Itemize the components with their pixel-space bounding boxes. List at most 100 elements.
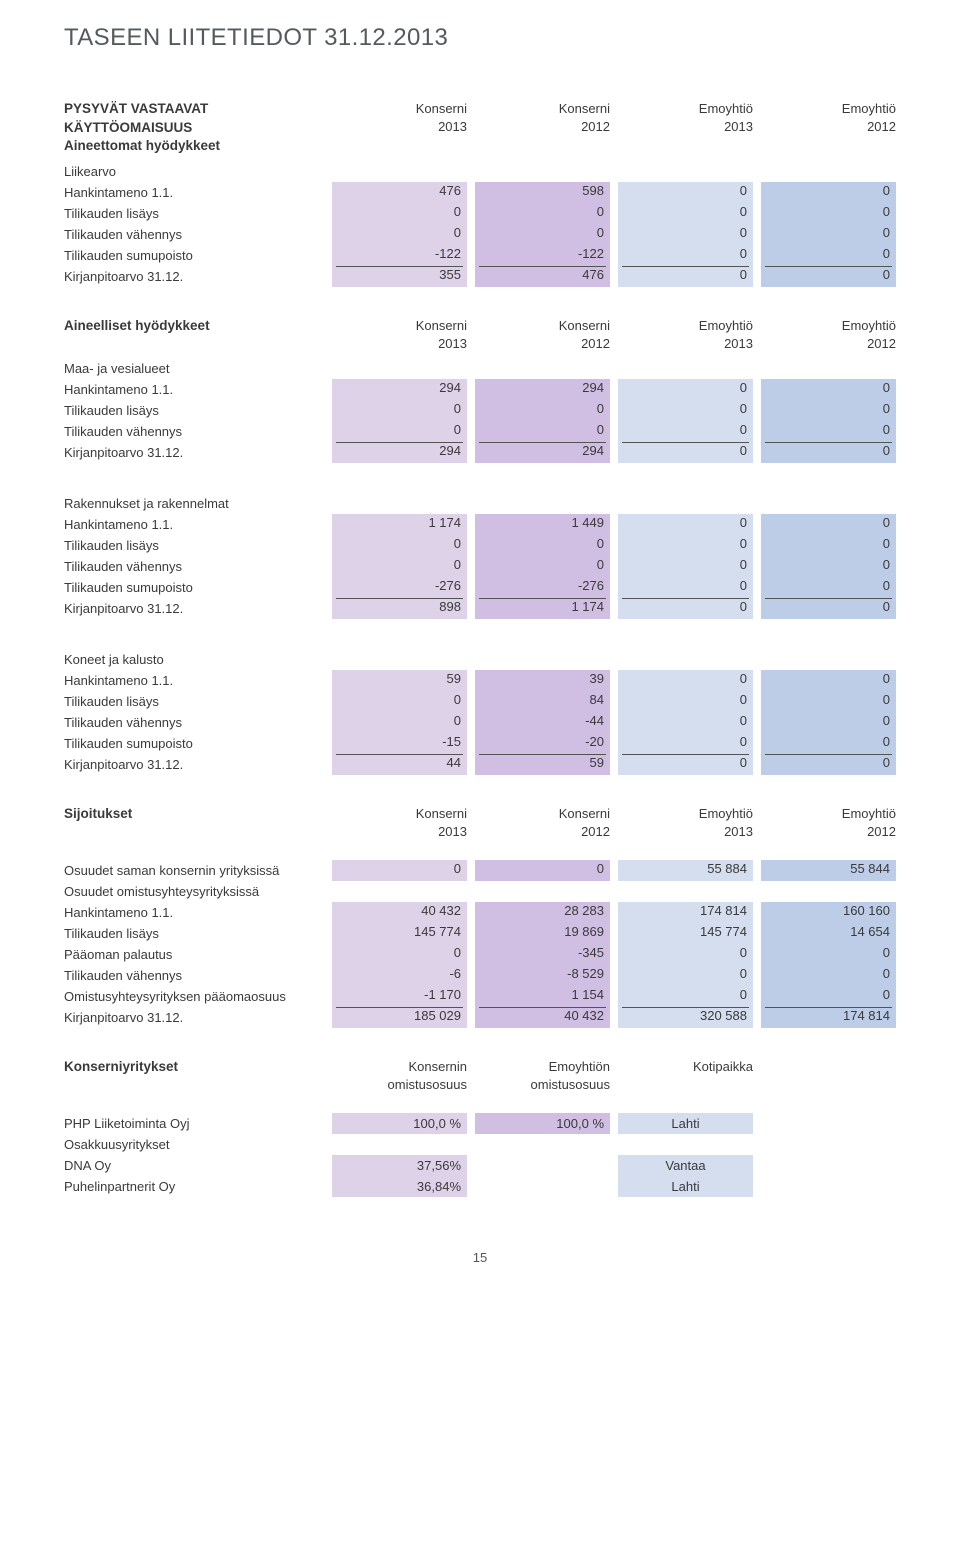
value-cell: 59: [475, 754, 610, 775]
value-cell: 0: [761, 245, 896, 266]
value-cell: 174 814: [618, 902, 753, 923]
data-row: Tilikauden lisäys08400: [64, 691, 896, 712]
section-label: Aineettomat hyödykkeet: [64, 137, 324, 155]
value-cell: 0: [761, 400, 896, 421]
sub-label-row: Liikearvo: [64, 161, 896, 182]
value-cell: 0: [475, 421, 610, 442]
data-row: Hankintameno 1.1.593900: [64, 670, 896, 691]
data-row: Kirjanpitoarvo 31.12.29429400: [64, 442, 896, 463]
value-cell: 294: [475, 379, 610, 400]
data-row: Hankintameno 1.1.47659800: [64, 182, 896, 203]
value-cell: 0: [475, 535, 610, 556]
value-cell: 0: [618, 965, 753, 986]
value-cell: 0: [475, 224, 610, 245]
value-cell: 476: [332, 182, 467, 203]
value-cell: 0: [761, 754, 896, 775]
value-cell: 0: [332, 556, 467, 577]
row-label: Hankintameno 1.1.: [64, 672, 324, 690]
row-label: Puhelinpartnerit Oy: [64, 1178, 324, 1196]
section: SijoituksetKonserni2013Konserni2012Emoyh…: [64, 805, 896, 1028]
section: Rakennukset ja rakennelmatHankintameno 1…: [64, 493, 896, 619]
value-cell: 0: [761, 712, 896, 733]
value-cell: 1 154: [475, 986, 610, 1007]
value-cell: 0: [761, 944, 896, 965]
value-cell: 55 844: [761, 860, 896, 881]
value-cell: 59: [332, 670, 467, 691]
data-row: Hankintameno 1.1.1 1741 44900: [64, 514, 896, 535]
col-header: Emoyhtiö2013: [618, 805, 753, 840]
section-label-cell: Sijoitukset: [64, 805, 324, 840]
value-cell: 0: [618, 944, 753, 965]
section-header-row: PYSYVÄT VASTAAVATKÄYTTÖOMAISUUSAineettom…: [64, 100, 896, 155]
row-label: Hankintameno 1.1.: [64, 516, 324, 534]
page: TASEEN LIITETIEDOT 31.12.2013 PYSYVÄT VA…: [0, 0, 960, 1307]
data-row: Tilikauden vähennys-6-8 52900: [64, 965, 896, 986]
sub-label-row: Maa- ja vesialueet: [64, 358, 896, 379]
value-cell: 294: [332, 379, 467, 400]
value-cell: 0: [618, 421, 753, 442]
data-row: Hankintameno 1.1.40 43228 283174 814160 …: [64, 902, 896, 923]
data-row: Tilikauden lisäys0000: [64, 535, 896, 556]
value-cell: 0: [618, 245, 753, 266]
col-header: Emoyhtiö2012: [761, 100, 896, 155]
value-cell: -276: [475, 577, 610, 598]
value-cell: 0: [475, 860, 610, 881]
sub-label: Koneet ja kalusto: [64, 651, 324, 669]
value-cell: 0: [332, 944, 467, 965]
section: Koneet ja kalustoHankintameno 1.1.593900…: [64, 649, 896, 775]
value-cell: -345: [475, 944, 610, 965]
value-cell: 0: [761, 670, 896, 691]
data-row: Tilikauden vähennys0-4400: [64, 712, 896, 733]
value-cell: 0: [761, 577, 896, 598]
value-cell: 0: [475, 400, 610, 421]
row-label: PHP Liiketoiminta Oyj: [64, 1115, 324, 1133]
row-label: Tilikauden lisäys: [64, 402, 324, 420]
value-cell: 0: [618, 598, 753, 619]
value-cell: 1 449: [475, 514, 610, 535]
content-area: PYSYVÄT VASTAAVATKÄYTTÖOMAISUUSAineettom…: [64, 100, 896, 1197]
sub-label-row: Koneet ja kalusto: [64, 649, 896, 670]
data-row: Tilikauden vähennys0000: [64, 224, 896, 245]
section: Aineelliset hyödykkeetKonserni2013Konser…: [64, 317, 896, 463]
data-row: PHP Liiketoiminta Oyj100,0 %100,0 %Lahti: [64, 1113, 896, 1134]
value-cell: 0: [618, 182, 753, 203]
value-cell: 0: [475, 556, 610, 577]
data-row: Tilikauden sumupoisto-276-27600: [64, 577, 896, 598]
value-cell: 160 160: [761, 902, 896, 923]
row-label: Tilikauden lisäys: [64, 205, 324, 223]
value-cell: Vantaa: [618, 1155, 753, 1176]
value-cell: 0: [332, 224, 467, 245]
sub-label: Maa- ja vesialueet: [64, 360, 324, 378]
value-cell: 0: [618, 379, 753, 400]
value-cell: Lahti: [618, 1113, 753, 1134]
value-cell: -276: [332, 577, 467, 598]
row-label: Tilikauden vähennys: [64, 967, 324, 985]
col-header: Konserni2013: [332, 805, 467, 840]
value-cell: 0: [761, 203, 896, 224]
data-row: Osakkuusyritykset: [64, 1134, 896, 1155]
value-cell: 84: [475, 691, 610, 712]
data-row: Osuudet saman konsernin yrityksissä0055 …: [64, 860, 896, 881]
value-cell: 0: [618, 577, 753, 598]
value-cell: -44: [475, 712, 610, 733]
col-header: Emoyhtiönomistusosuus: [475, 1058, 610, 1093]
value-cell: 0: [761, 379, 896, 400]
col-header: Kotipaikka: [618, 1058, 753, 1093]
sub-label: Liikearvo: [64, 163, 324, 181]
section-konserniyritykset: KonserniyrityksetKonserninomistusosuusEm…: [64, 1058, 896, 1197]
value-cell: 0: [761, 224, 896, 245]
value-cell: -1 170: [332, 986, 467, 1007]
col-header: Konserni2013: [332, 317, 467, 352]
value-cell: 185 029: [332, 1007, 467, 1028]
value-cell: -6: [332, 965, 467, 986]
col-header: Emoyhtiö2012: [761, 317, 896, 352]
value-cell: 37,56%: [332, 1155, 467, 1176]
value-cell: 0: [618, 535, 753, 556]
data-row: Tilikauden lisäys0000: [64, 203, 896, 224]
value-cell: 40 432: [332, 902, 467, 923]
row-label: Hankintameno 1.1.: [64, 184, 324, 202]
value-cell: 0: [761, 598, 896, 619]
data-row: Kirjanpitoarvo 31.12.445900: [64, 754, 896, 775]
value-cell: -8 529: [475, 965, 610, 986]
row-label: Tilikauden lisäys: [64, 537, 324, 555]
